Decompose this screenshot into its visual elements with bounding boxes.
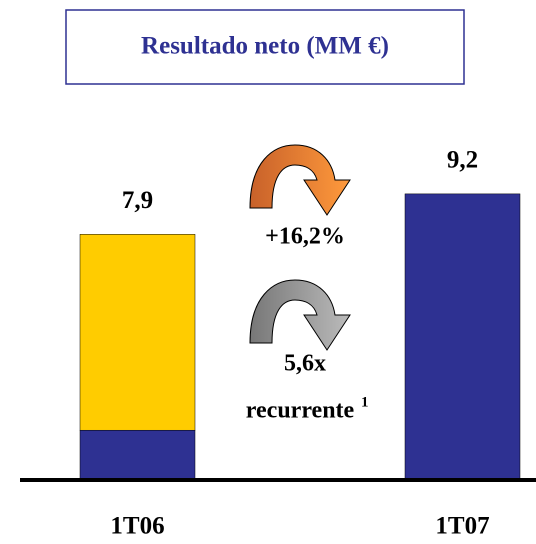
total-label: 7,9 bbox=[122, 187, 153, 214]
x-tick-label: 1T07 bbox=[435, 513, 489, 540]
x-tick-label: 1T06 bbox=[110, 513, 164, 540]
multiple-label: 5,6x bbox=[284, 351, 326, 377]
growth-label: +16,2% bbox=[265, 224, 345, 250]
recurrent-label: recurrente bbox=[246, 398, 355, 424]
bar-segment bbox=[79, 234, 196, 431]
growth-arrow bbox=[249, 144, 351, 216]
title-box bbox=[65, 9, 465, 85]
bar-segment bbox=[79, 429, 196, 481]
total-label: 9,2 bbox=[447, 147, 478, 174]
bar-segment bbox=[404, 193, 521, 481]
recurrent-arrow bbox=[249, 279, 351, 351]
chart-title: Resultado neto (MM €) bbox=[141, 33, 389, 60]
footnote-mark: 1 bbox=[361, 394, 369, 410]
